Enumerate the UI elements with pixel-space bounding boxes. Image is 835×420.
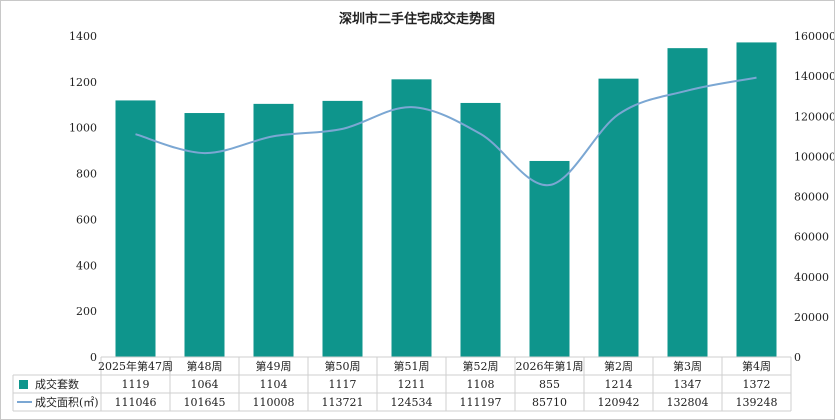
bar bbox=[667, 48, 708, 358]
legend-label: 成交面积(㎡) bbox=[35, 395, 99, 409]
y-right-tick-label: 140000 bbox=[794, 70, 834, 83]
legend-swatch-bar bbox=[19, 380, 28, 389]
y-left-tick-label: 800 bbox=[76, 168, 97, 181]
bar bbox=[322, 100, 363, 358]
axes: 0 200 400 600 800 1000 1200 1400 0 20000 40000 6000… bbox=[69, 30, 834, 364]
bars bbox=[115, 42, 777, 358]
data-label: 855 bbox=[539, 378, 560, 391]
bar bbox=[529, 160, 570, 357]
y-left-tick-label: 400 bbox=[76, 259, 97, 272]
data-label: 1119 bbox=[122, 378, 150, 391]
data-label: 1372 bbox=[743, 378, 771, 391]
bar bbox=[115, 100, 156, 357]
y-right-tick-label: 120000 bbox=[794, 110, 834, 123]
category-label: 第51周 bbox=[394, 359, 430, 373]
data-label: 110008 bbox=[253, 396, 295, 409]
data-label: 132804 bbox=[667, 396, 709, 409]
data-label: 1214 bbox=[605, 378, 633, 391]
category-label: 第2周 bbox=[604, 359, 633, 373]
bar bbox=[736, 42, 777, 358]
series-line-area bbox=[135, 76, 757, 187]
data-label: 120942 bbox=[598, 396, 640, 409]
bar bbox=[184, 113, 225, 357]
y-right-tick-label: 20000 bbox=[794, 311, 829, 324]
bar bbox=[460, 102, 501, 357]
data-label: 111197 bbox=[460, 396, 502, 409]
y-right-tick-label: 0 bbox=[794, 351, 801, 364]
data-label: 85710 bbox=[532, 396, 567, 409]
area-line bbox=[135, 76, 757, 187]
y-left-tick-label: 0 bbox=[90, 351, 97, 364]
y-right-tick-label: 100000 bbox=[794, 150, 834, 163]
category-label: 第4周 bbox=[742, 359, 771, 373]
category-label: 2025年第47周 bbox=[98, 359, 173, 373]
y-left-tick-label: 1400 bbox=[69, 30, 97, 43]
data-label: 1108 bbox=[467, 378, 495, 391]
data-label: 1211 bbox=[398, 378, 426, 391]
chart-title: 深圳市二手住宅成交走势图 bbox=[339, 11, 495, 27]
data-table: 2025年第47周 第48周 第49周 第50周 第51周 第52周 2026年第1周 第2周… bbox=[12, 356, 792, 412]
data-label: 124534 bbox=[391, 396, 433, 409]
y-left-tick-label: 1000 bbox=[69, 122, 97, 135]
legend-label: 成交套数 bbox=[35, 377, 79, 391]
data-label: 1117 bbox=[329, 378, 357, 391]
y-right-tick-label: 80000 bbox=[794, 191, 829, 204]
y-left-tick-label: 200 bbox=[76, 305, 97, 318]
data-label: 1064 bbox=[191, 378, 219, 391]
category-label: 2026年第1周 bbox=[516, 359, 584, 373]
y-left-tick-label: 1200 bbox=[69, 76, 97, 89]
y-right-tick-label: 60000 bbox=[794, 231, 829, 244]
category-label: 第49周 bbox=[256, 359, 292, 373]
y-right-tick-label: 40000 bbox=[794, 271, 829, 284]
category-label: 第3周 bbox=[673, 359, 702, 373]
y-left-tick-label: 600 bbox=[76, 213, 97, 226]
bar bbox=[391, 79, 432, 358]
data-label: 139248 bbox=[736, 396, 778, 409]
data-label: 1347 bbox=[674, 378, 702, 391]
category-label: 第52周 bbox=[463, 359, 499, 373]
category-label: 第50周 bbox=[325, 359, 361, 373]
category-label: 第48周 bbox=[187, 359, 223, 373]
data-label: 101645 bbox=[184, 396, 226, 409]
bar bbox=[598, 78, 639, 357]
data-label: 113721 bbox=[322, 396, 364, 409]
data-label: 111046 bbox=[115, 396, 157, 409]
y-right-tick-label: 160000 bbox=[794, 30, 834, 43]
bar bbox=[253, 103, 294, 358]
data-label: 1104 bbox=[260, 378, 288, 391]
